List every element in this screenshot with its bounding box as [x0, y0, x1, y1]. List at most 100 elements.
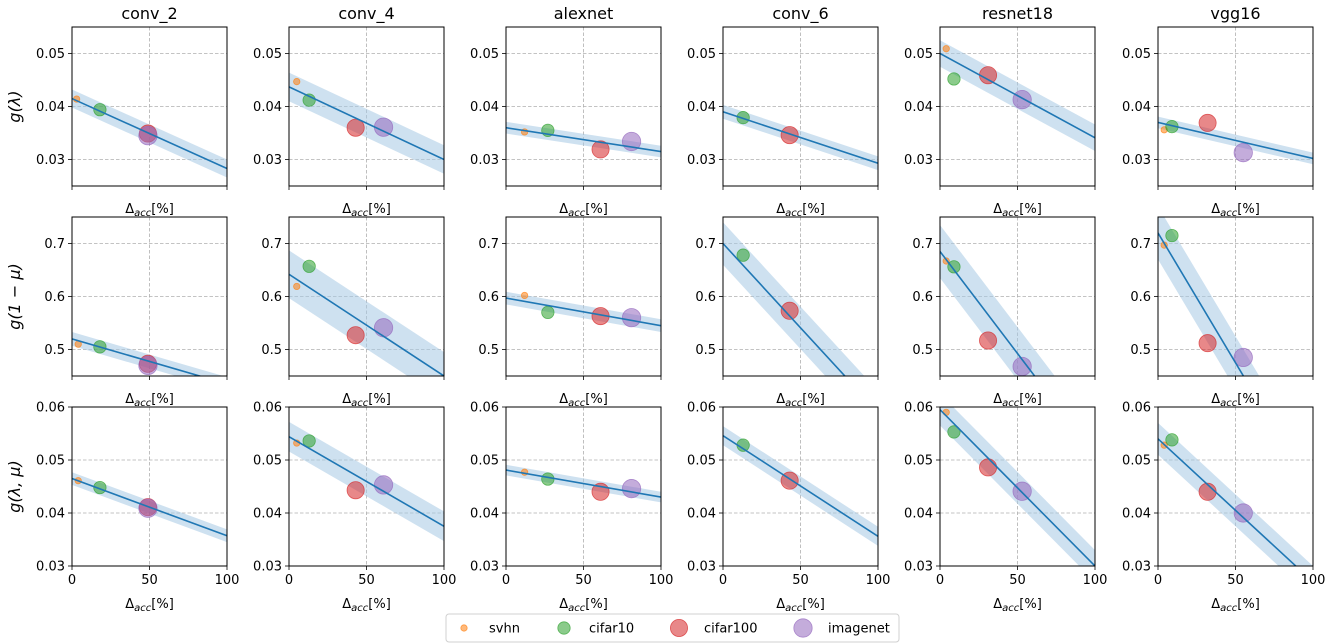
column-title-conv_6: conv_6: [772, 4, 828, 24]
fit-line: [506, 297, 661, 327]
y-tick-label: 0.03: [904, 560, 933, 575]
y-tick-label: 0.6: [1130, 290, 1151, 305]
y-tick-label: 0.6: [44, 290, 65, 305]
x-axis-label-base: Δ: [993, 202, 1002, 217]
y-tick-label: 0.03: [904, 153, 933, 168]
data-point-svhn: [520, 291, 529, 300]
panel-plot-area: [289, 421, 444, 542]
y-tick-label: 0.05: [904, 454, 933, 469]
panel-plot-area: [723, 426, 878, 546]
x-axis-label-suffix: [%]: [802, 392, 825, 407]
x-tick-label: 100: [432, 573, 457, 588]
data-point-cifar10: [947, 425, 961, 439]
x-axis-label-sub: acc: [1220, 208, 1238, 219]
x-axis-label-sub: acc: [785, 398, 803, 409]
x-axis-label-base: Δ: [559, 392, 568, 407]
y-tick-label: 0.04: [687, 100, 716, 115]
x-axis-label-sub: acc: [1002, 398, 1020, 409]
data-point-cifar100: [346, 326, 365, 345]
x-axis-label-suffix: [%]: [151, 597, 174, 612]
y-tick-label: 0.04: [904, 507, 933, 522]
x-axis-label-sub: acc: [351, 603, 369, 614]
x-axis-label: Δacc[%]: [125, 392, 174, 409]
row-ylabel-3: g(λ, μ): [5, 460, 24, 512]
column-title-alexnet: alexnet: [554, 4, 614, 23]
fit-line: [289, 435, 444, 527]
x-tick-label: 0: [285, 573, 293, 588]
x-axis-label-sub: acc: [351, 398, 369, 409]
x-axis-label-suffix: [%]: [802, 202, 825, 217]
x-axis-label-suffix: [%]: [1019, 597, 1042, 612]
y-tick-label: 0.04: [1122, 100, 1151, 115]
data-point-cifar100: [346, 481, 365, 500]
x-axis-label-base: Δ: [776, 202, 785, 217]
fit-line: [506, 126, 661, 153]
x-tick-label: 50: [792, 573, 809, 588]
fit-line: [940, 250, 1036, 376]
panel-plot-area: [506, 464, 661, 503]
x-axis-label-suffix: [%]: [368, 392, 391, 407]
panel-conv_6-row2: 0.5 0.6 0.7 Δacc[%]: [695, 216, 879, 409]
y-tick-label: 0.5: [261, 343, 282, 358]
y-tick-label: 0.03: [470, 153, 499, 168]
confidence-band: [1158, 422, 1313, 566]
data-point-cifar100: [979, 66, 998, 85]
fit-line: [72, 477, 227, 537]
data-point-imagenet: [1233, 347, 1253, 368]
y-tick-label: 0.04: [904, 100, 933, 115]
row-ylabel-2: g(1 − μ): [5, 263, 24, 330]
y-tick-label: 0.06: [687, 401, 716, 416]
x-axis-label-base: Δ: [125, 597, 134, 612]
y-tick-label: 0.04: [470, 507, 499, 522]
x-axis-label-suffix: [%]: [802, 597, 825, 612]
x-tick-label: 100: [215, 573, 240, 588]
y-tick-label: 0.7: [478, 237, 499, 252]
y-tick-label: 0.5: [912, 343, 933, 358]
y-tick-label: 0.03: [470, 560, 499, 575]
x-axis-label-sub: acc: [568, 398, 586, 409]
y-tick-label: 0.5: [1130, 343, 1151, 358]
panel-conv_6-row1: 0.03 0.04 0.05 Δacc[%] conv_6: [687, 4, 879, 219]
panel-plot-area: [1158, 422, 1313, 566]
y-tick-label: 0.04: [36, 100, 65, 115]
y-tick-label: 0.6: [912, 290, 933, 305]
data-point-cifar10: [302, 434, 316, 448]
y-tick-label: 0.6: [478, 290, 499, 305]
legend-label-cifar10: cifar10: [589, 622, 634, 637]
y-tick-label: 0.05: [253, 47, 282, 62]
data-point-cifar10: [1165, 433, 1179, 447]
data-point-cifar100: [780, 126, 799, 145]
data-point-imagenet: [1233, 503, 1253, 523]
confidence-band: [723, 222, 865, 376]
x-axis-label: Δacc[%]: [125, 202, 174, 219]
legend-label-cifar100: cifar100: [704, 622, 757, 637]
panel-conv_2-row1: 0.03 0.04 0.05 Δacc[%] conv_2 g(λ): [5, 4, 228, 219]
x-tick-label: 50: [575, 573, 592, 588]
y-tick-label: 0.05: [470, 454, 499, 469]
data-point-cifar10: [1165, 228, 1179, 243]
x-axis-label: Δacc[%]: [1211, 597, 1260, 614]
x-axis-label: Δacc[%]: [559, 202, 608, 219]
x-tick-label: 50: [141, 573, 158, 588]
data-point-cifar100: [979, 331, 998, 350]
x-axis-label-suffix: [%]: [1019, 392, 1042, 407]
data-point-cifar10: [302, 259, 316, 273]
x-axis-label-base: Δ: [559, 597, 568, 612]
x-tick-label: 0: [68, 573, 76, 588]
y-tick-label: 0.04: [253, 507, 282, 522]
legend-item-imagenet: imagenet: [793, 618, 890, 638]
y-tick-label: 0.05: [253, 454, 282, 469]
y-tick-label: 0.6: [695, 290, 716, 305]
panel-resnet18-row2: 0.5 0.6 0.7 Δacc[%]: [912, 216, 1096, 409]
x-tick-label: 0: [719, 573, 727, 588]
x-axis-label-sub: acc: [785, 208, 803, 219]
y-tick-label: 0.7: [44, 237, 65, 252]
x-axis-label-base: Δ: [1211, 392, 1220, 407]
x-axis-label-suffix: [%]: [368, 597, 391, 612]
legend-marker-cifar10: [557, 621, 571, 635]
data-point-cifar100: [1198, 113, 1217, 132]
legend-marker-cifar100: [670, 619, 689, 638]
